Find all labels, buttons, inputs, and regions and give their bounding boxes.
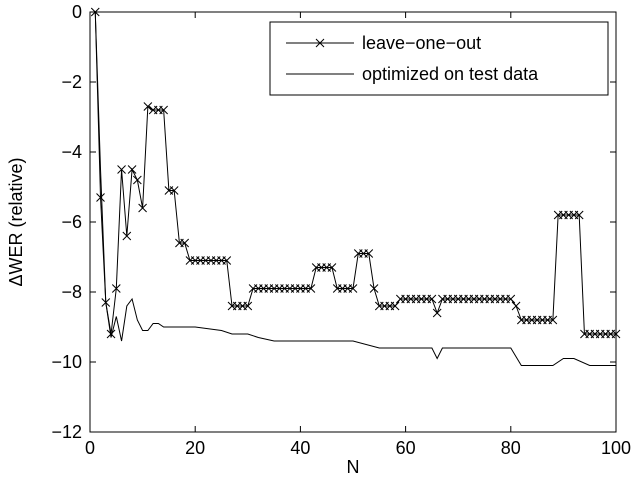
data-point-marker	[574, 210, 584, 220]
x-tick-label: 20	[185, 438, 205, 458]
x-tick-label: 40	[290, 438, 310, 458]
data-point-marker	[117, 165, 126, 174]
y-tick-label: 0	[72, 2, 82, 22]
legend-label-optimized: optimized on test data	[362, 64, 539, 84]
series-line-0	[94, 11, 616, 335]
data-point-marker	[327, 263, 337, 272]
x-tick-label: 100	[601, 438, 631, 458]
series-line-1	[94, 11, 616, 366]
series-layer	[90, 7, 621, 366]
data-point-marker	[611, 329, 621, 339]
data-point-marker	[132, 175, 142, 185]
y-axis-label: ΔWER (relative)	[6, 157, 26, 286]
data-point-marker	[180, 238, 190, 248]
data-point-marker	[364, 249, 374, 258]
legend-box	[269, 21, 609, 96]
data-point-marker	[243, 301, 253, 311]
data-point-marker	[106, 329, 116, 339]
y-tick-label: −2	[61, 72, 82, 92]
y-tick-label: −8	[61, 282, 82, 302]
data-point-marker	[511, 301, 521, 311]
data-point-marker	[159, 105, 168, 115]
data-point-marker	[348, 284, 358, 293]
y-tick-label: −12	[51, 422, 82, 442]
data-point-marker	[369, 284, 379, 293]
data-point-marker	[306, 284, 316, 293]
data-point-marker	[138, 203, 147, 213]
axis-ticks: 0 20 40 60 80 100 0 −2 −4 −6 −8 −10 −12	[51, 2, 631, 458]
data-point-marker	[427, 294, 437, 304]
data-point-marker	[390, 301, 400, 311]
x-tick-label: 60	[396, 438, 416, 458]
x-tick-label: 0	[85, 438, 95, 458]
data-point-marker	[127, 165, 137, 174]
y-tick-label: −4	[61, 142, 82, 162]
data-point-marker	[122, 231, 132, 241]
data-point-marker	[222, 256, 232, 265]
y-tick-label: −10	[51, 352, 82, 372]
data-point-marker	[143, 102, 153, 111]
data-point-marker	[169, 186, 179, 195]
data-point-marker	[96, 193, 105, 202]
y-tick-label: −6	[61, 212, 82, 232]
legend: leave−one−out optimized on test data	[269, 21, 609, 96]
data-point-marker	[506, 294, 516, 304]
data-point-marker	[432, 308, 442, 318]
x-tick-label: 80	[501, 438, 521, 458]
legend-label-leave-one-out: leave−one−out	[362, 33, 481, 53]
data-point-marker	[111, 284, 121, 293]
data-point-marker	[548, 315, 558, 325]
x-axis-label: N	[347, 457, 360, 477]
legend-marker-x-icon	[315, 38, 325, 48]
